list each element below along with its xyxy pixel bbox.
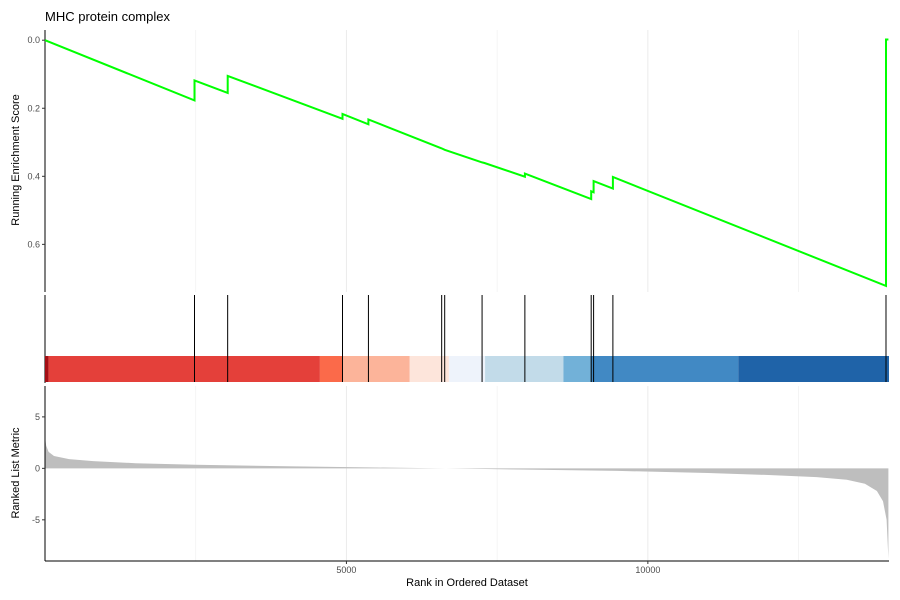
running-score-line [44, 38, 889, 288]
y-tick-label: -5 [32, 515, 40, 525]
ranked-metric-panel: 5 0 -5 5000 10000 [32, 386, 889, 575]
x-tick-label: 5000 [336, 565, 356, 575]
color-strip-segment [48, 356, 320, 382]
hits-panel [44, 295, 889, 383]
y-tick-label: 0.4 [27, 171, 40, 181]
color-strip-segment [563, 356, 591, 382]
x-axis-label: Rank in Ordered Dataset [406, 577, 528, 589]
y-tick-label: 0.6 [27, 239, 40, 249]
color-strip-segment [738, 356, 889, 382]
y-tick-label: 5 [35, 412, 40, 422]
ranked-metric-area [45, 437, 889, 559]
color-strip-segment [45, 356, 49, 382]
ranked-metric-axis-label: Ranked List Metric [10, 427, 22, 519]
y-tick-label: 0.0 [27, 35, 40, 45]
color-strip-segment [485, 356, 564, 382]
chart-title: MHC protein complex [45, 9, 170, 24]
y-tick-label: 0.2 [27, 103, 40, 113]
color-strip-segment [448, 356, 486, 382]
color-strip-segment [319, 356, 343, 382]
color-strip-segment [342, 356, 410, 382]
color-strip-segment [409, 356, 449, 382]
x-tick-label: 10000 [635, 565, 660, 575]
color-strip-segment [590, 356, 739, 382]
running-score-axis-label: Running Enrichment Score [10, 94, 22, 225]
running-score-panel: 0.0 0.2 0.4 0.6 [27, 30, 889, 292]
y-tick-label: 0 [35, 463, 40, 473]
